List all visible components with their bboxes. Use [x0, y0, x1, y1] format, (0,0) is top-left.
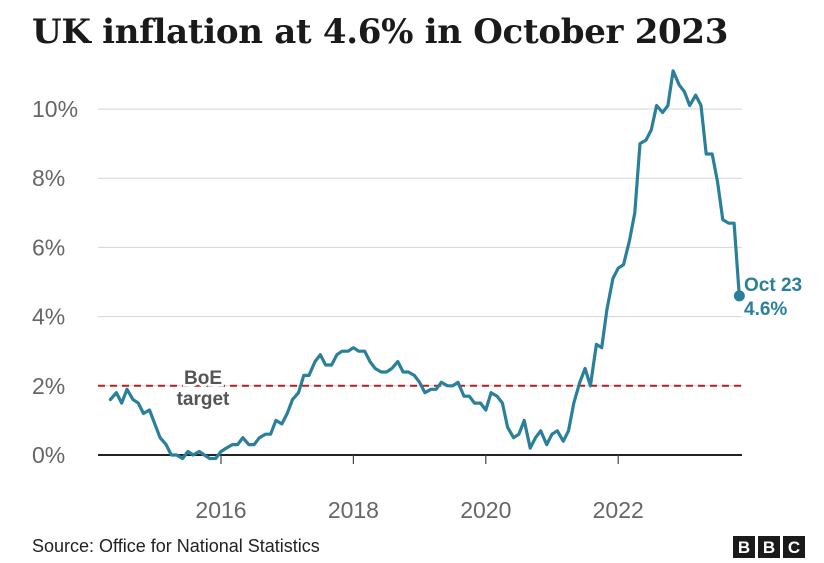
end-annotation-label: 4.6% — [744, 299, 787, 320]
x-tick-label: 2020 — [460, 497, 511, 523]
series-line — [108, 69, 741, 461]
bbc-logo: B B C — [733, 536, 805, 558]
y-tick-label: 6% — [32, 234, 65, 260]
y-tick-label: 10% — [32, 96, 78, 122]
end-point-marker — [733, 290, 745, 302]
inflation-series — [108, 69, 741, 461]
y-tick-label: 0% — [32, 442, 65, 468]
boe-target-label-line: target — [177, 389, 230, 410]
x-tick-label: 2016 — [195, 497, 246, 523]
gridlines — [98, 108, 742, 456]
source-note: Source: Office for National Statistics — [32, 536, 320, 556]
chart-title: UK inflation at 4.6% in October 2023 — [32, 12, 729, 52]
bbc-logo-letter-b2: B — [758, 536, 780, 558]
end-annotation: Oct 23 4.6% — [733, 275, 802, 320]
x-tick-label: 2022 — [593, 497, 644, 523]
x-axis-ticks: 2016 2018 2020 2022 — [195, 455, 644, 523]
boe-target-label: BoE target — [177, 368, 230, 410]
y-tick-label: 8% — [32, 165, 65, 191]
end-annotation-label: Oct 23 — [744, 275, 802, 296]
y-tick-label: 4% — [32, 304, 65, 330]
x-tick-label: 2018 — [328, 497, 379, 523]
line-chart: 0% 2% 4% 6% 8% 10% 2016 2018 2020 2022 BoE target… — [32, 69, 802, 523]
boe-target-line-group: BoE target — [98, 365, 742, 412]
y-axis-ticks: 0% 2% 4% 6% 8% 10% — [32, 96, 78, 468]
bbc-logo-letter-b1: B — [733, 536, 755, 558]
y-tick-label: 2% — [32, 373, 65, 399]
bbc-logo-letter-c: C — [783, 536, 805, 558]
boe-target-label-line: BoE — [184, 368, 222, 389]
